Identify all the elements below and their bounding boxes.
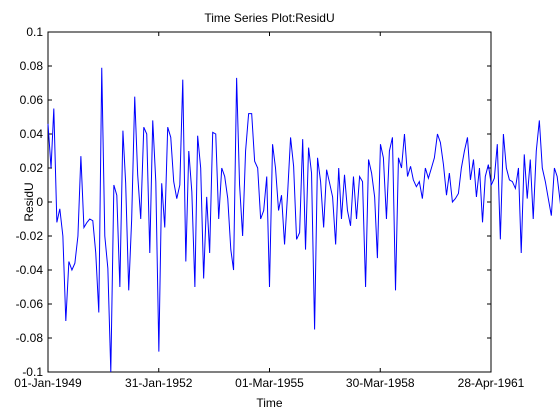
- x-tick-label: 01-Jan-1949: [14, 376, 82, 390]
- y-tick-label: -0.06: [16, 297, 44, 311]
- y-tick-label: 0: [36, 195, 43, 209]
- y-tick-label: 0.1: [26, 25, 43, 39]
- y-tick-label: 0.02: [20, 161, 44, 175]
- y-tick-label: -0.08: [16, 331, 44, 345]
- x-tick-label: 01-Mar-1955: [235, 376, 304, 390]
- x-tick-label: 31-Jan-1952: [125, 376, 193, 390]
- y-tick-label: -0.02: [16, 229, 44, 243]
- chart-title: Time Series Plot:ResidU: [204, 11, 334, 25]
- x-axis-label: Time: [256, 396, 283, 410]
- y-tick-label: -0.1: [22, 365, 43, 379]
- x-tick-label: 30-Mar-1958: [346, 376, 415, 390]
- plot-area: [47, 31, 492, 373]
- y-axis-label: ResidU: [22, 182, 36, 221]
- y-tick-label: -0.04: [16, 263, 44, 277]
- plot-marks: -0.1 -0.08 -0.06 -0.04 -0.02 0 0.02 0.04 0.06 0.0…: [14, 25, 560, 390]
- series-line-residu: [47, 67, 560, 373]
- y-tick-label: 0.06: [20, 93, 44, 107]
- y-tick-label: 0.04: [20, 127, 44, 141]
- y-tick-label: 0.08: [20, 59, 44, 73]
- x-tick-label: 28-Apr-1961: [458, 376, 525, 390]
